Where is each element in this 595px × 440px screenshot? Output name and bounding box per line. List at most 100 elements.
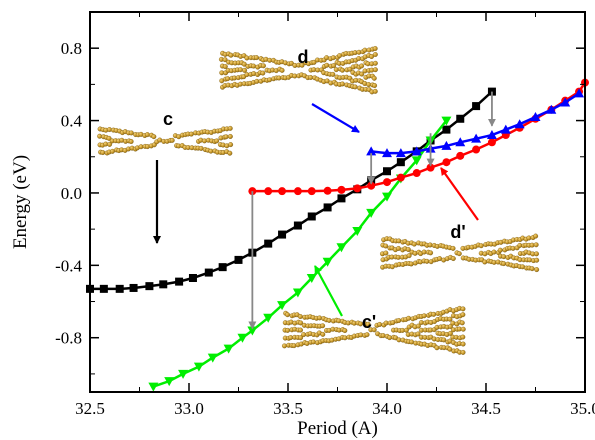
atom <box>460 349 466 355</box>
data-point <box>530 111 541 121</box>
atom <box>460 334 466 340</box>
data-point <box>472 102 481 111</box>
data-point <box>148 382 159 392</box>
data-point <box>383 167 391 176</box>
annotation-arrow <box>311 103 360 133</box>
atom <box>285 312 290 318</box>
data-point <box>560 97 571 107</box>
data-point <box>188 274 197 282</box>
data-point <box>207 353 218 363</box>
data-point <box>366 208 377 218</box>
atom <box>371 327 377 333</box>
atom <box>372 46 378 51</box>
atom <box>369 54 374 59</box>
x-tick-label: 34.5 <box>471 399 501 418</box>
atom <box>169 137 175 143</box>
atom <box>222 64 228 70</box>
atom <box>383 250 389 256</box>
annotations: c c' d d' <box>153 47 479 332</box>
atom <box>359 63 365 69</box>
data-point <box>471 133 482 143</box>
atom <box>406 253 412 259</box>
y-tick-label: -0.8 <box>55 329 82 348</box>
structure-c <box>97 125 234 156</box>
annotation-label: c' <box>362 312 376 332</box>
atom <box>418 320 424 325</box>
x-axis-title: Period (A) <box>297 418 378 439</box>
data-point <box>307 187 316 196</box>
atom <box>297 314 303 319</box>
atom <box>228 52 234 58</box>
atom <box>460 312 466 318</box>
atom <box>339 81 345 87</box>
atom <box>510 245 516 251</box>
data-point <box>396 173 405 182</box>
atom <box>352 84 358 90</box>
atom <box>223 134 229 140</box>
data-point <box>278 230 287 239</box>
atom <box>431 311 437 317</box>
atom <box>311 59 317 65</box>
data-point <box>486 130 497 140</box>
atom <box>109 148 115 154</box>
data-point <box>218 263 227 272</box>
data-point <box>411 146 422 156</box>
data-point <box>193 362 204 372</box>
atom <box>372 88 378 94</box>
atom <box>396 318 402 323</box>
atom <box>456 251 462 257</box>
atom <box>298 335 304 341</box>
data-point <box>264 187 273 196</box>
atom <box>533 242 539 248</box>
atom <box>359 71 365 77</box>
structure-cprime <box>281 305 466 355</box>
atom <box>214 138 220 144</box>
atom <box>372 52 378 57</box>
data-point <box>323 186 332 195</box>
data-point <box>278 187 287 196</box>
atom <box>533 233 539 239</box>
data-point <box>293 187 302 196</box>
annotation-label: d' <box>450 222 465 242</box>
atom <box>396 246 401 251</box>
atom <box>491 249 497 255</box>
atom <box>151 134 157 140</box>
y-tick-label: -0.4 <box>55 256 82 275</box>
series-dprime <box>248 78 589 196</box>
data-point <box>293 221 302 230</box>
atom <box>534 251 539 257</box>
data-point <box>223 344 234 354</box>
x-tick-label: 33.5 <box>273 399 303 418</box>
nanowire-structures <box>97 46 540 355</box>
data-point <box>204 268 213 277</box>
atom <box>227 134 233 139</box>
atom <box>450 245 456 251</box>
atom <box>529 266 535 272</box>
data-point <box>352 226 363 236</box>
atom <box>427 242 433 248</box>
x-tick-label: 34.0 <box>372 399 402 418</box>
data-point <box>263 313 274 323</box>
data-point <box>337 194 346 203</box>
data-point <box>514 119 525 129</box>
atom <box>377 322 383 327</box>
atom <box>128 139 134 144</box>
atom <box>406 315 412 321</box>
annotation-label: d <box>298 47 309 67</box>
data-point <box>441 116 452 126</box>
data-point <box>129 283 138 292</box>
data-point <box>487 138 496 147</box>
atom <box>501 261 507 267</box>
y-tick-label: 0.4 <box>61 112 83 131</box>
atom <box>267 77 273 83</box>
atom <box>320 331 326 337</box>
data-point <box>456 114 465 123</box>
atom <box>421 313 427 319</box>
data-point <box>264 239 273 248</box>
atom <box>534 257 540 263</box>
atom <box>324 78 330 84</box>
data-point <box>366 146 377 156</box>
data-point <box>322 257 333 267</box>
data-point <box>306 274 317 283</box>
